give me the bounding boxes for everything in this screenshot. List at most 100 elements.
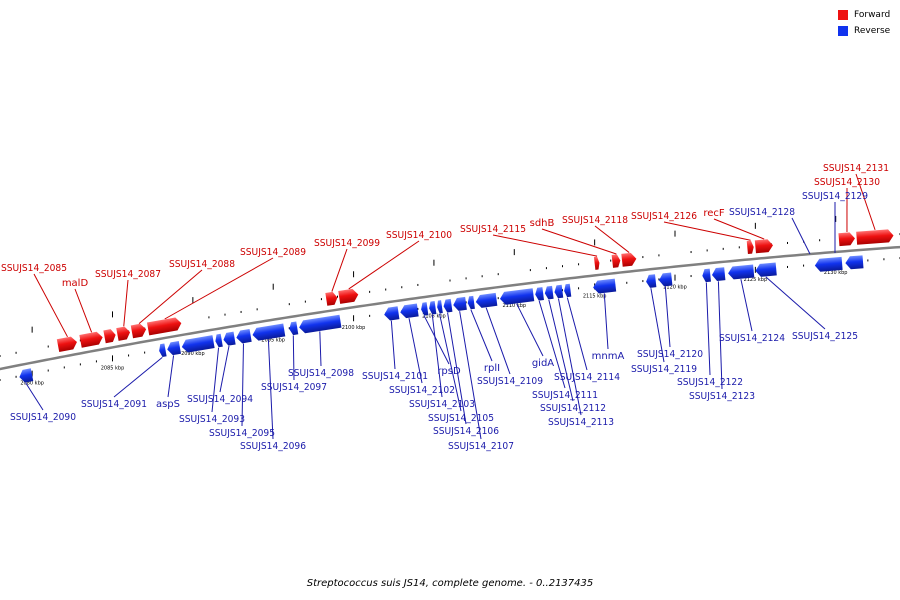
reverse-gene-label: SSUJS14_2111	[532, 390, 598, 401]
reverse-gene-label: mnmA	[592, 351, 625, 362]
forward-gene-label: SSUJS14_2131	[823, 163, 889, 174]
minor-tick-lower	[465, 301, 467, 304]
scale-tick-label: 2130 kbp	[824, 270, 848, 276]
leader-line	[705, 282, 711, 376]
gene-labels: SSUJS14_2085 malD SSUJS14_2087 SSUJS14_2088…	[1, 163, 889, 452]
minor-tick-upper	[47, 345, 49, 348]
leader-line	[319, 331, 322, 367]
reverse-gene-label: SSUJS14_2105	[428, 413, 494, 424]
forward-gene-arrow	[856, 229, 894, 245]
legend-reverse-label: Reverse	[854, 26, 891, 36]
leader-line	[791, 217, 811, 255]
minor-tick-lower	[15, 375, 17, 378]
forward-gene-label: SSUJS14_2115	[460, 224, 526, 235]
reverse-gene-arrow	[400, 303, 419, 319]
legend-forward: Forward	[838, 10, 890, 20]
reverse-gene-label: SSUJS14_2125	[792, 331, 858, 342]
forward-gene-arrow	[56, 336, 77, 353]
scale-tick-label: 2085 kbp	[101, 365, 125, 371]
leader-line	[548, 299, 574, 402]
leader-line	[74, 288, 93, 333]
minor-tick-lower	[417, 307, 419, 310]
forward-gene-label: SSUJS14_2099	[314, 238, 380, 249]
reverse-gene-arrow	[755, 262, 777, 277]
reverse-gene-label: SSUJS14_2096	[240, 441, 306, 452]
reverse-gene-label: SSUJS14_2103	[409, 399, 475, 410]
minor-tick-upper	[240, 310, 242, 313]
reverse-gene-arrow	[167, 340, 182, 356]
forward-gene-label: SSUJS14_2088	[169, 259, 235, 270]
forward-gene-arrow	[130, 323, 147, 339]
forward-gene-arrow	[838, 232, 855, 247]
leader-line	[331, 248, 348, 292]
reverse-gene-label: SSUJS14_2098	[288, 368, 354, 379]
leader-line	[113, 357, 163, 398]
label-leader-lines	[25, 173, 876, 440]
forward-gene-label: SSUJS14_2118	[562, 215, 628, 226]
minor-tick-upper	[819, 239, 821, 242]
forward-gene-label: malD	[62, 278, 89, 289]
reverse-gene-label: SSUJS14_2109	[477, 376, 543, 387]
forward-gene-label: SSUJS14_2089	[240, 247, 306, 258]
minor-tick-lower	[369, 314, 371, 317]
forward-gene-label: SSUJS14_2100	[386, 230, 452, 241]
reverse-gene-label: SSUJS14_2102	[389, 385, 455, 396]
minor-tick-upper	[497, 273, 499, 276]
reverse-gene-arrow	[711, 267, 726, 281]
minor-tick-upper	[208, 316, 210, 319]
minor-tick-lower	[562, 289, 563, 292]
minor-tick-lower	[0, 379, 1, 381]
reverse-gene-arrow	[544, 285, 554, 300]
minor-tick-lower	[787, 265, 788, 268]
minor-tick-upper	[529, 269, 531, 272]
reverse-gene-arrow	[299, 314, 342, 334]
forward-gene-arrow	[103, 329, 116, 344]
gene-features	[19, 229, 894, 383]
minor-tick-upper	[15, 351, 17, 354]
reverse-gene-arrow	[443, 298, 453, 313]
minor-tick-upper	[610, 259, 612, 262]
minor-tick-lower	[79, 363, 81, 366]
reverse-gene-label: SSUJS14_2114	[554, 372, 620, 383]
minor-tick-lower	[803, 264, 805, 267]
forward-gene-label: SSUJS14_2087	[95, 269, 161, 280]
reverse-gene-arrow	[499, 288, 535, 305]
leader-line	[348, 240, 420, 290]
minor-tick-lower	[642, 280, 644, 283]
minor-tick-lower	[626, 281, 628, 284]
reverse-gene-label: SSUJS14_2093	[179, 414, 245, 425]
reverse-gene-arrow	[814, 256, 843, 272]
reverse-gene-arrow	[646, 274, 657, 288]
reverse-gene-label: SSUJS14_2097	[261, 382, 327, 393]
reverse-gene-arrow	[223, 331, 236, 346]
leader-line	[516, 303, 544, 357]
reverse-gene-arrow	[429, 301, 437, 315]
minor-tick-lower	[690, 275, 692, 278]
minor-tick-upper	[417, 283, 419, 286]
forward-gene-label: SSUJS14_2085	[1, 263, 67, 274]
genome-backbone	[0, 245, 900, 371]
forward-gene-arrow	[325, 291, 338, 306]
minor-tick-upper	[0, 355, 1, 357]
forward-gene-label: SSUJS14_2130	[814, 177, 880, 188]
minor-tick-upper	[256, 308, 258, 311]
reverse-gene-arrow	[159, 343, 167, 357]
leader-line	[603, 293, 609, 350]
leader-line	[33, 273, 68, 338]
reverse-gene-arrow	[289, 321, 299, 336]
reverse-gene-label: SSUJS14_2112	[540, 403, 606, 414]
minor-tick-lower	[63, 366, 65, 369]
forward-gene-label: sdhB	[530, 218, 555, 229]
reverse-gene-label: SSUJS14_2113	[548, 417, 614, 428]
reverse-gene-label: SSUJS14_2094	[187, 394, 253, 405]
minor-tick-upper	[288, 303, 290, 306]
minor-tick-upper	[722, 247, 724, 250]
reverse-gene-arrow	[702, 268, 711, 283]
reverse-gene-label: SSUJS14_2124	[719, 333, 785, 344]
leader-line	[267, 339, 274, 440]
minor-tick-lower	[128, 354, 130, 357]
reverse-gene-label: SSUJS14_2119	[631, 364, 697, 375]
leader-line	[765, 276, 826, 330]
reverse-gene-arrow	[437, 300, 443, 314]
minor-tick-lower	[144, 351, 146, 354]
